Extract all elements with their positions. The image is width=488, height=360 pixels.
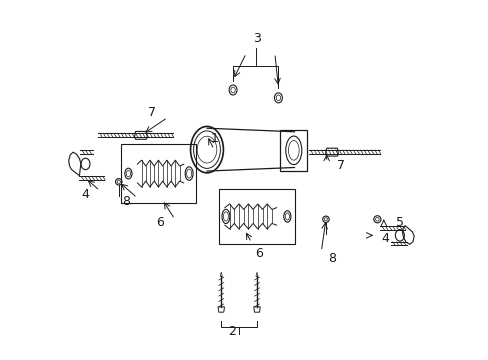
Text: 6: 6 <box>254 247 262 260</box>
Text: 1: 1 <box>210 132 218 145</box>
Text: 4: 4 <box>81 188 89 201</box>
Polygon shape <box>253 307 260 312</box>
Text: 8: 8 <box>327 252 335 265</box>
Text: 7: 7 <box>336 159 344 172</box>
Bar <box>121 144 196 203</box>
Text: 2: 2 <box>227 325 235 338</box>
Text: 5: 5 <box>395 216 403 229</box>
Text: 4: 4 <box>381 233 389 246</box>
Bar <box>219 189 294 244</box>
Text: 6: 6 <box>156 216 164 229</box>
Text: 3: 3 <box>253 32 261 45</box>
Text: 7: 7 <box>147 105 155 119</box>
Polygon shape <box>218 307 224 312</box>
Text: 8: 8 <box>122 195 130 208</box>
Bar <box>280 130 306 171</box>
